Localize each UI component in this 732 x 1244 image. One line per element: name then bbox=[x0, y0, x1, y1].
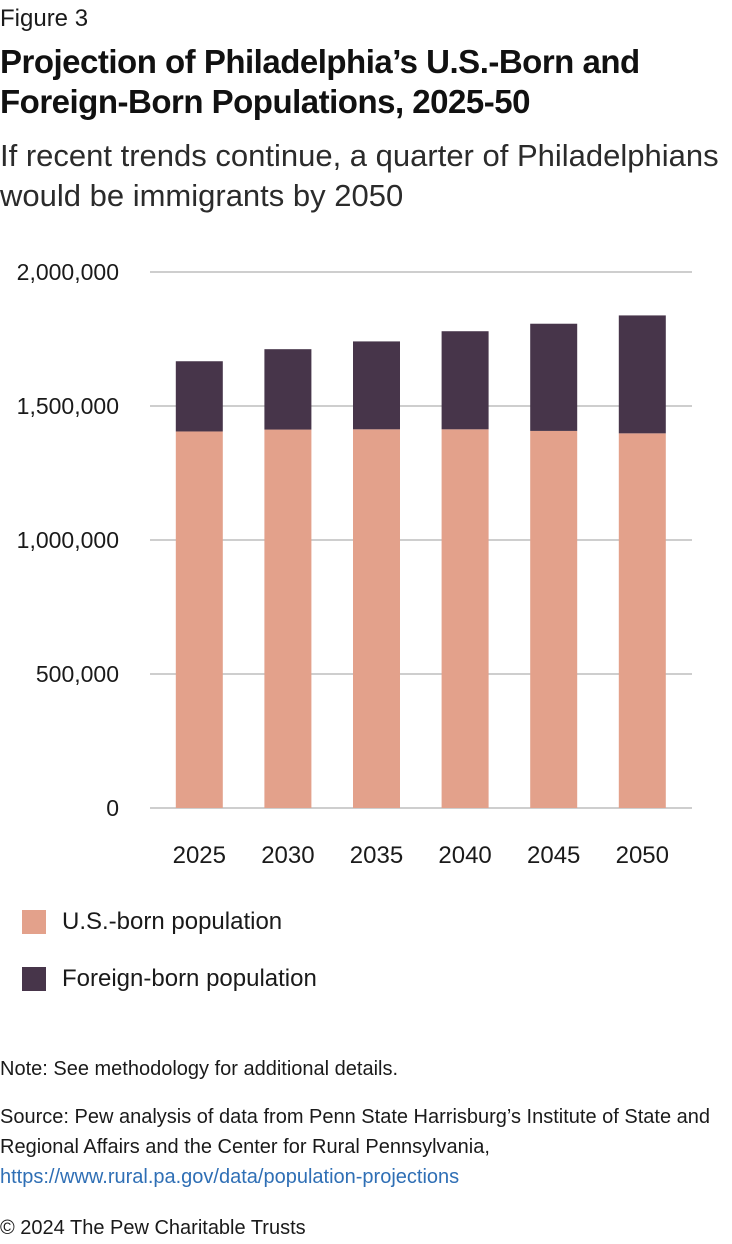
bar-foreign-born-2045 bbox=[530, 323, 578, 431]
bar-us-born-2030 bbox=[264, 429, 312, 808]
chart-subtitle: If recent trends continue, a quarter of … bbox=[0, 138, 719, 213]
bar-foreign-born-2025 bbox=[175, 361, 223, 432]
legend-label-us-born: U.S.-born population bbox=[62, 908, 283, 935]
chart-note: Note: See methodology for additional det… bbox=[0, 1058, 399, 1080]
x-tick-label: 2025 bbox=[173, 842, 226, 869]
bar-us-born-2050 bbox=[618, 433, 666, 808]
bars bbox=[175, 315, 666, 808]
figure-label: Figure 3 bbox=[0, 5, 89, 32]
chart-title: Projection of Philadelphia’s U.S.-Born a… bbox=[0, 43, 640, 120]
y-tick-label: 2,000,000 bbox=[17, 259, 119, 285]
x-tick-label: 2045 bbox=[527, 842, 580, 869]
legend-label-foreign-born: Foreign-born population bbox=[62, 965, 317, 992]
bar-us-born-2040 bbox=[441, 429, 489, 808]
legend-swatch-us-born bbox=[22, 910, 46, 934]
x-tick-label: 2040 bbox=[438, 842, 491, 869]
source-link[interactable]: https://www.rural.pa.gov/data/population… bbox=[0, 1166, 460, 1188]
bar-us-born-2025 bbox=[175, 431, 223, 808]
x-axis-ticks: 2025 2030 2035 2040 2045 2050 bbox=[173, 842, 669, 869]
bar-us-born-2035 bbox=[353, 429, 400, 808]
y-axis-ticks: 0 500,000 1,000,000 1,500,000 2,000,000 bbox=[17, 259, 119, 821]
y-tick-label: 1,500,000 bbox=[17, 393, 119, 419]
copyright: © 2024 The Pew Charitable Trusts bbox=[0, 1217, 306, 1239]
y-tick-label: 1,000,000 bbox=[17, 527, 119, 553]
x-tick-label: 2030 bbox=[261, 842, 314, 869]
bar-foreign-born-2050 bbox=[618, 315, 666, 434]
source-text: Source: Pew analysis of data from Penn S… bbox=[0, 1106, 711, 1158]
legend-swatch-foreign-born bbox=[22, 967, 46, 991]
y-tick-label: 0 bbox=[106, 795, 119, 821]
y-tick-label: 500,000 bbox=[36, 661, 119, 687]
bar-us-born-2045 bbox=[530, 430, 578, 808]
x-tick-label: 2050 bbox=[616, 842, 669, 869]
stacked-bar-chart: 0 500,000 1,000,000 1,500,000 2,000,000 2025… bbox=[17, 259, 692, 869]
bar-foreign-born-2035 bbox=[353, 341, 400, 430]
bar-foreign-born-2040 bbox=[441, 331, 489, 430]
chart-source: Source: Pew analysis of data from Penn S… bbox=[0, 1102, 728, 1192]
bar-foreign-born-2030 bbox=[264, 349, 312, 430]
x-tick-label: 2035 bbox=[350, 842, 403, 869]
gridlines bbox=[150, 271, 692, 809]
